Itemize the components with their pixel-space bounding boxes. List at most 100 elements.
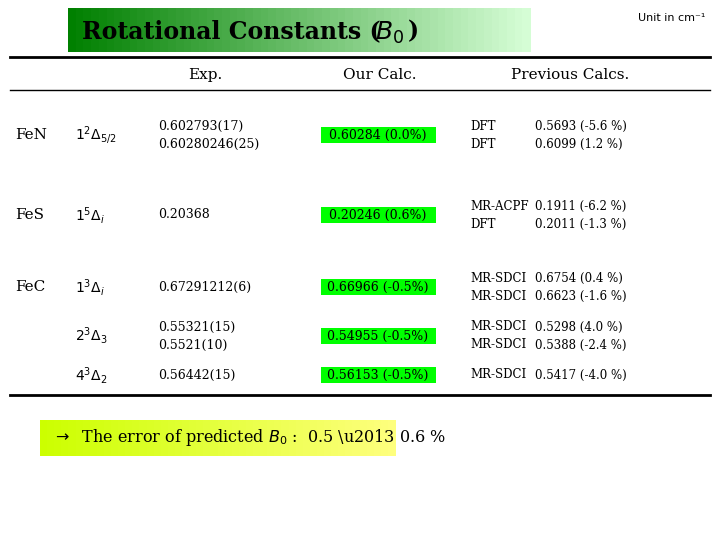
Bar — [322, 8, 330, 52]
Bar — [153, 420, 161, 456]
Bar — [353, 8, 361, 52]
Bar — [415, 8, 423, 52]
Text: MR-ACPF: MR-ACPF — [470, 199, 528, 213]
Bar — [40, 420, 48, 456]
Bar — [453, 8, 462, 52]
Bar — [274, 420, 282, 456]
Bar — [161, 420, 168, 456]
Bar — [107, 8, 114, 52]
Bar — [232, 420, 239, 456]
Bar — [261, 8, 269, 52]
Bar — [76, 420, 83, 456]
Bar — [189, 420, 197, 456]
Bar — [320, 279, 436, 295]
Text: 0.5521(10): 0.5521(10) — [158, 339, 228, 352]
Bar — [68, 420, 76, 456]
Bar — [61, 420, 69, 456]
Text: FeC: FeC — [15, 280, 45, 294]
Text: Unit in cm⁻¹: Unit in cm⁻¹ — [638, 13, 705, 23]
Bar — [215, 8, 222, 52]
Bar — [267, 420, 275, 456]
Bar — [145, 8, 153, 52]
Bar — [238, 8, 246, 52]
Bar — [199, 8, 207, 52]
Bar — [168, 8, 176, 52]
Bar — [76, 8, 84, 52]
Bar — [182, 420, 189, 456]
Text: FeS: FeS — [15, 208, 44, 222]
Bar — [104, 420, 112, 456]
Text: 0.2011 (-1.3 %): 0.2011 (-1.3 %) — [535, 218, 626, 231]
Bar — [376, 8, 384, 52]
Text: 0.6754 (0.4 %): 0.6754 (0.4 %) — [535, 272, 623, 285]
Bar — [399, 8, 408, 52]
Bar — [245, 8, 253, 52]
Bar — [307, 8, 315, 52]
Bar — [132, 420, 140, 456]
Bar — [260, 420, 268, 456]
Bar — [359, 420, 367, 456]
Bar — [230, 8, 238, 52]
Bar — [114, 8, 122, 52]
Text: 0.5298 (4.0 %): 0.5298 (4.0 %) — [535, 321, 623, 334]
Bar — [118, 420, 126, 456]
Bar — [203, 420, 211, 456]
Text: 0.5693 (-5.6 %): 0.5693 (-5.6 %) — [535, 119, 627, 132]
Bar — [184, 8, 192, 52]
Text: 0.20368: 0.20368 — [158, 208, 210, 221]
Bar — [292, 8, 300, 52]
Bar — [210, 420, 218, 456]
Bar — [476, 8, 485, 52]
Text: MR-SDCI: MR-SDCI — [470, 289, 526, 302]
Bar — [320, 207, 436, 223]
Bar — [140, 420, 147, 456]
Bar — [196, 420, 204, 456]
Bar — [492, 8, 500, 52]
Bar — [317, 420, 325, 456]
Bar — [310, 420, 318, 456]
Bar — [422, 8, 431, 52]
Bar — [222, 8, 230, 52]
Bar — [320, 127, 436, 143]
Bar — [96, 420, 104, 456]
Text: DFT: DFT — [470, 119, 495, 132]
Text: 0.66966 (-0.5%): 0.66966 (-0.5%) — [328, 280, 428, 294]
Bar — [374, 420, 382, 456]
Text: $1^5\Delta_i$: $1^5\Delta_i$ — [75, 205, 105, 226]
Text: 0.5388 (-2.4 %): 0.5388 (-2.4 %) — [535, 339, 626, 352]
Bar — [90, 420, 97, 456]
Bar — [345, 8, 354, 52]
Text: ): ) — [408, 19, 419, 43]
Bar — [269, 8, 276, 52]
Text: MR-SDCI: MR-SDCI — [470, 339, 526, 352]
Text: 0.55321(15): 0.55321(15) — [158, 321, 235, 334]
Bar — [84, 8, 91, 52]
Text: 0.6099 (1.2 %): 0.6099 (1.2 %) — [535, 138, 623, 151]
Text: Exp.: Exp. — [188, 68, 222, 82]
Bar — [54, 420, 62, 456]
Bar — [299, 8, 307, 52]
Bar — [361, 8, 369, 52]
Bar — [68, 8, 76, 52]
Bar — [99, 8, 107, 52]
Bar — [282, 420, 289, 456]
Bar — [239, 420, 246, 456]
Bar — [320, 367, 436, 383]
Bar — [91, 8, 99, 52]
Bar — [276, 8, 284, 52]
Bar — [225, 420, 232, 456]
Text: 0.56153 (-0.5%): 0.56153 (-0.5%) — [328, 368, 428, 381]
Bar — [366, 420, 374, 456]
Text: $1^2\Delta_{5/2}$: $1^2\Delta_{5/2}$ — [75, 124, 117, 146]
Bar — [407, 8, 415, 52]
Bar — [122, 8, 130, 52]
Text: 0.1911 (-6.2 %): 0.1911 (-6.2 %) — [535, 199, 626, 213]
Text: 0.60284 (0.0%): 0.60284 (0.0%) — [329, 129, 427, 141]
Bar — [515, 8, 523, 52]
Bar — [430, 8, 438, 52]
Text: $\mathbf{\mathit{B}}_0$: $\mathbf{\mathit{B}}_0$ — [375, 20, 405, 46]
Text: 0.5417 (-4.0 %): 0.5417 (-4.0 %) — [535, 368, 626, 381]
Text: $\rightarrow$  The error of predicted $B_0$ :  0.5 \u2013 0.6 %: $\rightarrow$ The error of predicted $B_… — [52, 428, 446, 449]
Text: 0.6623 (-1.6 %): 0.6623 (-1.6 %) — [535, 289, 626, 302]
Bar — [352, 420, 360, 456]
